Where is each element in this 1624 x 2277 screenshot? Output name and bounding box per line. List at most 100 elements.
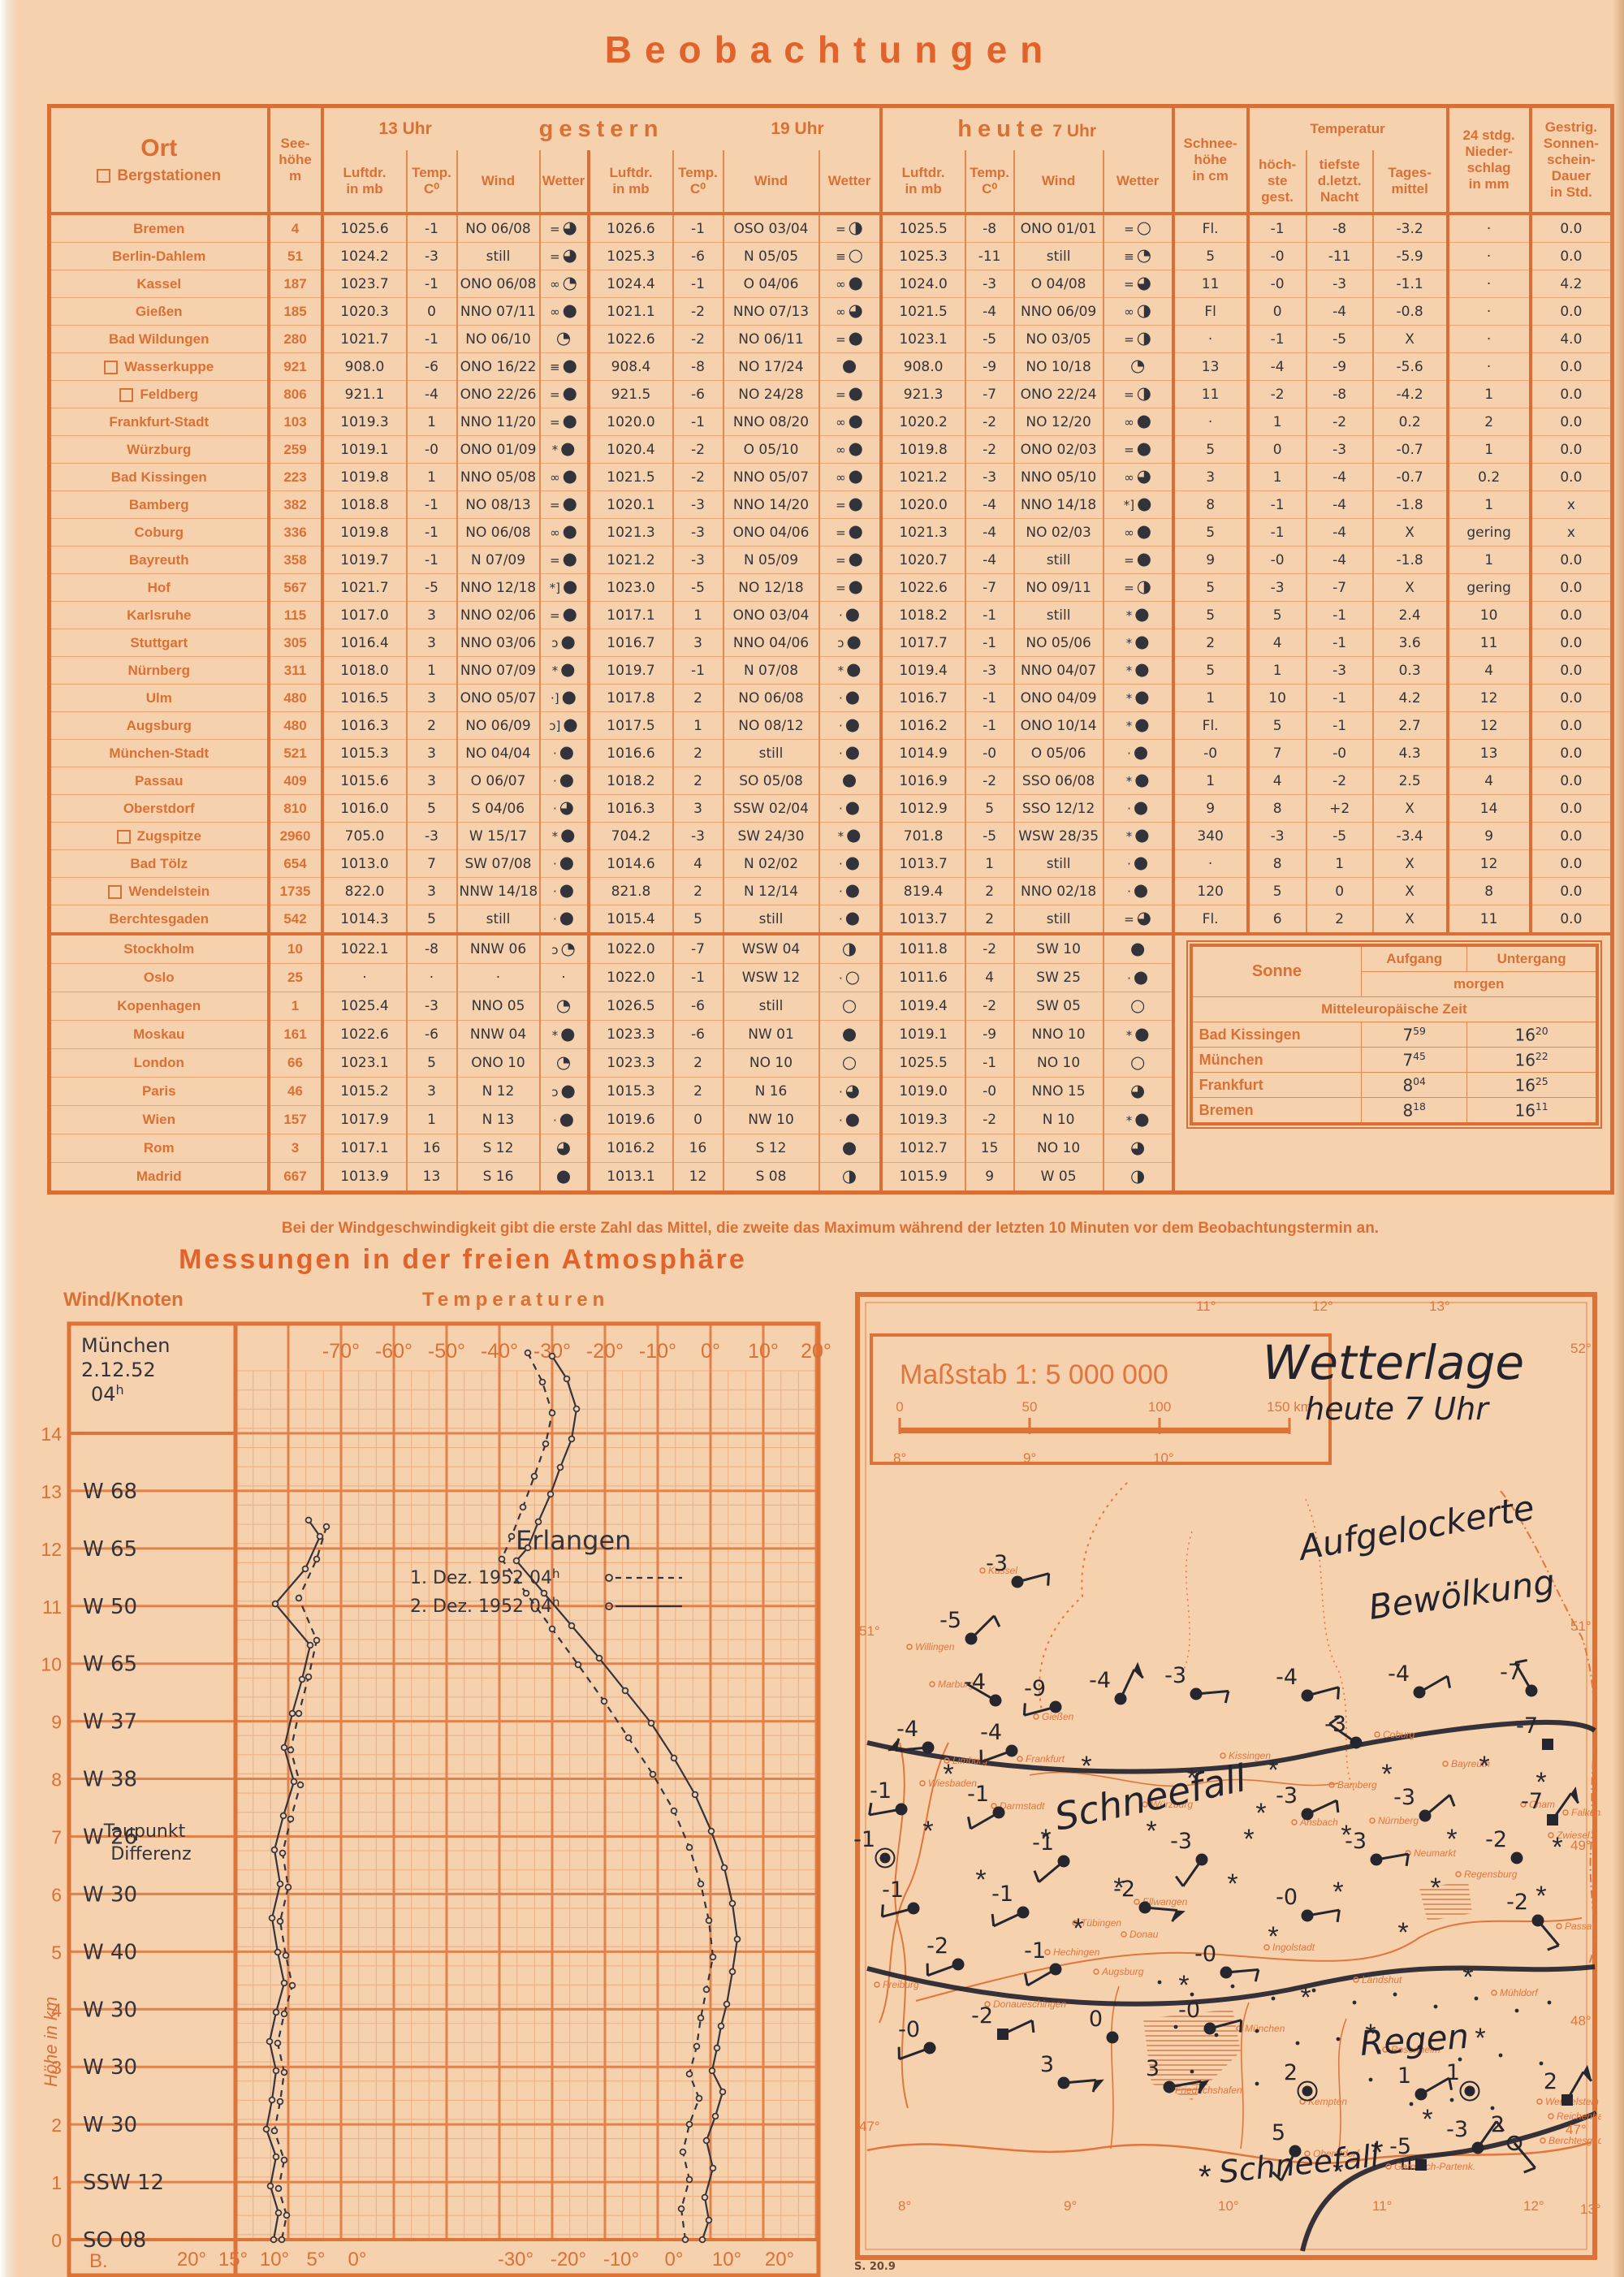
cell: S 12: [722, 1134, 819, 1163]
wetter-19: = ●: [818, 573, 881, 602]
profile-point: [524, 1349, 532, 1357]
city-dot: [979, 1567, 986, 1574]
wind-7: ONO 10/14: [1013, 711, 1104, 740]
tagesmittel: -0.7: [1371, 435, 1448, 464]
city-dot: [1520, 1801, 1527, 1808]
wetter-13: = ●: [538, 408, 589, 436]
temp-13: 3: [405, 629, 457, 657]
table-row-station: Zugspitze 2960 705.0 -3 W 15/17 * ● 704.2 -3 SW 2…: [49, 822, 1613, 850]
station-marker: -3: [1393, 1785, 1456, 1822]
profile-point: [274, 2209, 283, 2217]
station-elevation: 187: [266, 270, 322, 298]
station-temp: -0: [898, 2017, 920, 2042]
city-label: Freiburg: [883, 1979, 919, 1990]
luftdruck-19: 1024.4: [586, 270, 673, 298]
station-name: Bamberg: [49, 490, 269, 519]
luftdruck-7: 1019.8: [879, 435, 965, 464]
temp-13: 3: [405, 767, 457, 795]
profile-point: [595, 1654, 603, 1662]
wetter-7: = ◕: [1102, 270, 1173, 298]
rain-dot-icon: [1393, 1992, 1397, 1997]
city-dot: [1369, 1817, 1376, 1824]
station-temp: 0: [1089, 2007, 1103, 2032]
table-row-station: Bremen 4 1025.6 -1 NO 06/08 = ◕ 1026.6 -1 OSO 03/…: [49, 214, 1613, 243]
wind-19: ONO 04/06: [722, 518, 819, 547]
cell: N 12: [456, 1077, 540, 1106]
temp-max: -1: [1246, 518, 1307, 547]
cell: SW 05: [1013, 992, 1104, 1021]
niederschlag: ·: [1445, 325, 1531, 353]
cell: -0: [964, 1077, 1014, 1106]
wind-7: still: [1013, 242, 1104, 270]
temp-min: -3: [1305, 270, 1373, 298]
station-marker: 0: [1089, 2007, 1119, 2044]
luftdruck-13: 908.0: [320, 352, 407, 381]
rain-dot-icon: [1214, 2033, 1219, 2037]
cell: 1015.9: [879, 1162, 965, 1193]
luftdruck-7: 1021.2: [879, 463, 965, 491]
profile-point: [283, 2211, 291, 2219]
temp-7: -4: [964, 546, 1014, 574]
station-marker: -2: [1485, 1827, 1523, 1864]
profile-point: [568, 1435, 576, 1443]
profile-point: [512, 1557, 520, 1565]
wetter-7: ≡ ◔: [1102, 242, 1173, 270]
scan-page-edge-right: [1613, 0, 1624, 2277]
luftdruck-7: 1014.9: [879, 739, 965, 767]
station-name: Ulm: [49, 684, 269, 712]
station-name: Bad Kissingen: [49, 463, 269, 491]
wetter-7: · ●: [1102, 794, 1173, 823]
cell: NW 01: [722, 1020, 819, 1049]
wetter-19: ≡ ○: [818, 242, 881, 270]
profile-point: [563, 1375, 571, 1383]
chart-y-tick: 0: [51, 2230, 62, 2251]
city-label: Kempten: [1308, 2096, 1347, 2107]
wetter-13: * ●: [538, 435, 589, 464]
profile-point: [685, 2175, 693, 2184]
cell: ONO 10: [456, 1048, 540, 1078]
station-marker: -1: [880, 1877, 920, 1918]
cell: W 05: [1013, 1162, 1104, 1193]
rain-dot-icon: [1271, 1996, 1276, 2001]
cell: ◕: [538, 1134, 589, 1163]
station-marker: -1: [966, 1782, 1005, 1830]
luftdruck-19: 1015.4: [586, 905, 673, 935]
temp-min: -8: [1305, 380, 1373, 408]
rain-dot-icon: [1190, 1992, 1194, 1997]
profile-point: [702, 1985, 710, 1994]
wetter-7: = ●: [1102, 435, 1173, 464]
temp-7: -0: [964, 739, 1014, 767]
wind-entry: W 30: [83, 1882, 137, 1907]
sonnenschein: 0.0: [1528, 684, 1613, 712]
station-temp: -3: [1170, 1829, 1192, 1854]
profile-point: [600, 1697, 608, 1705]
city-dot: [991, 1803, 997, 1809]
page-reference: S. 20.9: [854, 2261, 896, 2273]
schneehoehe: 5: [1171, 656, 1248, 685]
station-name: Coburg: [49, 518, 269, 547]
cell: ●: [818, 1134, 881, 1163]
profile-point: [574, 1661, 582, 1669]
tagesmittel: 2.5: [1371, 767, 1448, 795]
city-dot: [1142, 1801, 1148, 1808]
wetter-7: * ●: [1102, 601, 1173, 629]
profile-point: [274, 1948, 282, 1956]
cell: -2: [964, 934, 1014, 964]
sonnenschein: 0.0: [1528, 822, 1613, 850]
snow-icon: *: [1243, 1824, 1254, 1855]
luftdruck-7: 1020.2: [879, 408, 965, 436]
sonnenschein: 0.0: [1528, 739, 1613, 767]
rain-dot-icon: [1230, 1984, 1235, 1989]
luftdruck-19: 704.2: [586, 822, 673, 850]
luftdruck-19: 1017.8: [586, 684, 673, 712]
city-label: Würzburg: [1151, 1799, 1193, 1810]
station-temp: -0: [1178, 1998, 1200, 2023]
sun-row: München 745 1622: [1190, 1047, 1598, 1073]
wetter-19: ●: [818, 767, 881, 795]
wind-7: NNO 04/07: [1013, 656, 1104, 685]
rain-dot-icon: [1417, 2045, 1422, 2050]
cell: S 08: [722, 1162, 819, 1193]
wind-19: N 12/14: [722, 877, 819, 905]
table-row-station: München-Stadt 521 1015.3 3 NO 04/04 · ● 1016.6 2…: [49, 739, 1613, 767]
city-label: Tübingen: [1081, 1917, 1121, 1929]
